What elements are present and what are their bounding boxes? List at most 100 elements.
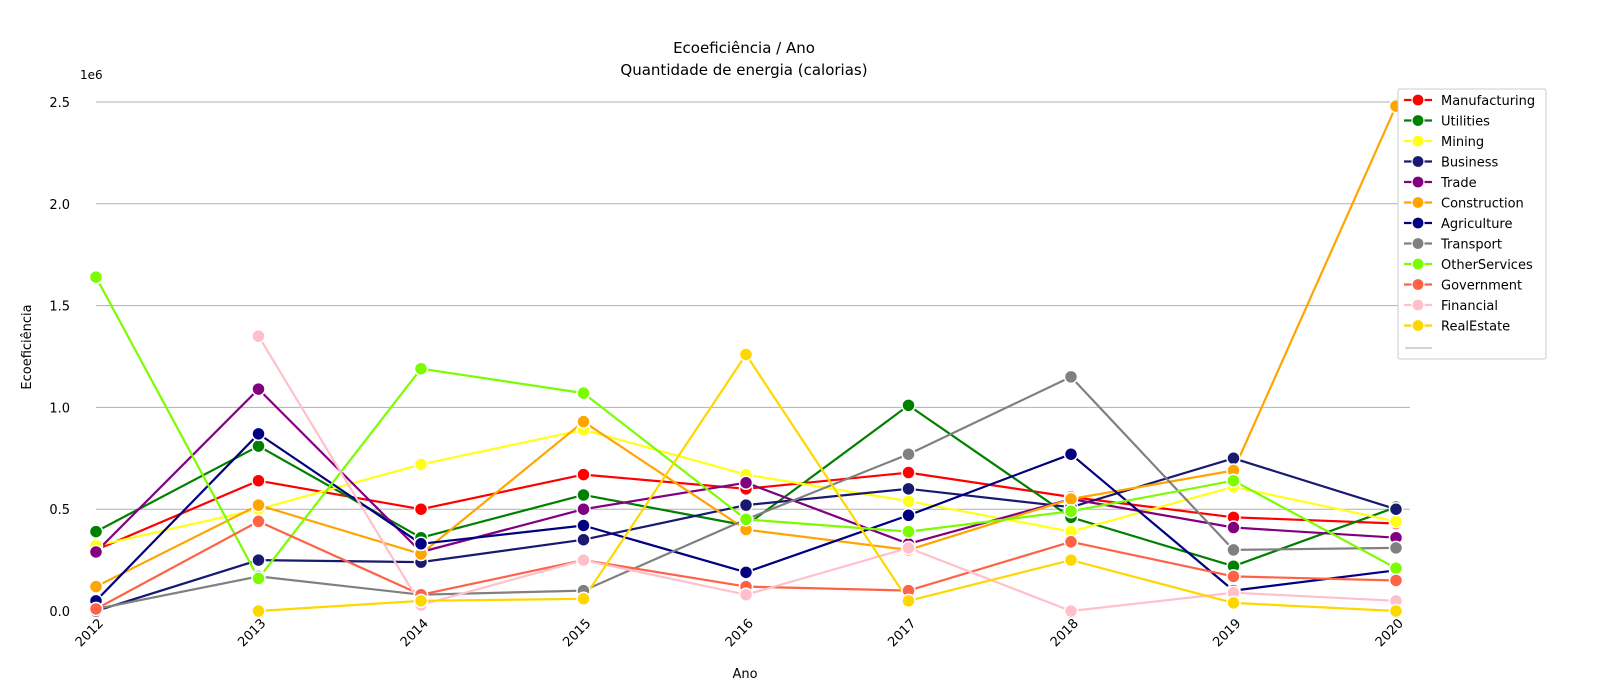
data-point-mining	[1388, 514, 1404, 529]
data-point-trade	[738, 475, 754, 490]
data-point-trade	[88, 544, 104, 560]
legend-swatch-marker	[1411, 154, 1425, 169]
data-point-otherservices	[251, 571, 266, 586]
legend-swatch-marker	[1411, 113, 1425, 128]
legend-swatch-marker	[1411, 257, 1425, 271]
data-point-agriculture	[251, 426, 266, 442]
data-point-manufacturing	[901, 465, 916, 480]
x-axis-ticks: 2012 2013 2014 2015 2016 2017 2018 2019 2020	[73, 616, 1407, 650]
x-tick-label: 2016	[723, 616, 757, 650]
data-point-transport	[1388, 540, 1404, 556]
data-point-realestate	[576, 591, 591, 607]
legend-item-government: Government	[1404, 277, 1522, 294]
legend-label: Manufacturing	[1441, 94, 1535, 109]
data-point-transport	[901, 446, 916, 462]
data-point-construction	[576, 414, 591, 429]
legend-swatch-marker	[1411, 216, 1425, 230]
data-point-mining	[901, 493, 916, 509]
series-line-realestate	[258, 353, 1397, 613]
data-point-government	[1226, 569, 1241, 584]
x-tick-label: 2013	[235, 616, 269, 650]
data-point-trade	[576, 501, 591, 517]
legend-item-agriculture: Agriculture	[1404, 216, 1513, 232]
data-point-realestate	[1226, 595, 1241, 611]
legend-item-construction: Construction	[1404, 195, 1524, 212]
x-tick-label: 2012	[73, 616, 107, 650]
data-point-otherservices	[738, 512, 754, 527]
data-point-business	[738, 497, 754, 513]
data-point-business	[251, 552, 266, 568]
data-point-utilities	[576, 487, 591, 503]
legend-item-transport: Transport	[1404, 236, 1502, 253]
data-point-financial	[251, 328, 266, 344]
data-point-financial	[901, 540, 916, 556]
data-point-business	[901, 481, 916, 497]
legend-label: Trade	[1440, 176, 1477, 191]
data-point-government	[1063, 534, 1079, 550]
y-tick-label: 0.5	[49, 503, 70, 518]
legend-item-mining: Mining	[1404, 134, 1484, 150]
legend-item-trade: Trade	[1404, 175, 1477, 191]
data-point-agriculture	[901, 508, 916, 523]
data-point-financial	[738, 587, 754, 602]
data-point-realestate	[901, 593, 916, 609]
y-tick-label: 2.0	[49, 198, 70, 213]
data-point-otherservices	[88, 269, 104, 285]
data-point-construction	[88, 579, 104, 594]
data-point-business	[1388, 501, 1404, 517]
legend-label: Mining	[1441, 135, 1484, 150]
data-point-trade	[1226, 520, 1241, 535]
data-point-realestate	[413, 593, 429, 609]
data-point-utilities	[88, 524, 104, 539]
data-point-agriculture	[413, 536, 429, 552]
legend-label: OtherServices	[1441, 258, 1533, 273]
legend-swatch-marker	[1411, 195, 1425, 210]
data-point-realestate	[1063, 552, 1079, 568]
data-point-realestate	[1388, 603, 1404, 619]
data-point-transport	[1226, 542, 1241, 558]
legend-swatch-marker	[1411, 277, 1425, 292]
legend-item-manufacturing: Manufacturing	[1404, 93, 1535, 109]
legend-swatch-marker	[1411, 134, 1425, 148]
data-point-financial	[1063, 603, 1079, 619]
data-point-mining	[413, 457, 429, 472]
data-point-utilities	[251, 438, 266, 454]
data-point-manufacturing	[576, 467, 591, 482]
data-point-utilities	[901, 398, 916, 413]
data-point-manufacturing	[413, 501, 429, 517]
data-point-trade	[251, 381, 266, 397]
x-axis-label: Ano	[732, 667, 757, 682]
series-markers	[88, 98, 1404, 619]
x-tick-label: 2019	[1210, 616, 1244, 650]
legend-label: Construction	[1441, 197, 1524, 212]
chart-title: Ecoeficiência / Ano	[673, 39, 815, 57]
legend-label: Utilities	[1441, 115, 1490, 130]
data-point-manufacturing	[251, 473, 266, 488]
data-point-agriculture	[1063, 446, 1079, 462]
legend-swatch-marker	[1411, 298, 1425, 312]
legend-item-business: Business	[1404, 154, 1499, 171]
y-axis-label: Ecoeficiência	[20, 304, 35, 389]
data-point-otherservices	[1063, 503, 1079, 519]
legend-item-otherservices: OtherServices	[1404, 257, 1533, 273]
legend-swatch-marker	[1411, 93, 1425, 107]
legend-item-realestate: RealEstate	[1404, 318, 1510, 335]
legend-label: Transport	[1440, 238, 1502, 253]
data-point-realestate	[251, 603, 266, 619]
legend-swatch-marker	[1411, 175, 1425, 189]
data-point-otherservices	[1388, 560, 1404, 576]
legend-label: Government	[1441, 279, 1522, 294]
data-point-otherservices	[901, 524, 916, 539]
legend-swatch-marker	[1411, 318, 1425, 333]
legend-label: Financial	[1441, 299, 1498, 314]
x-tick-label: 2017	[885, 616, 919, 650]
legend-frame	[1397, 88, 1547, 360]
data-point-government	[251, 514, 266, 529]
legend-label: Agriculture	[1441, 217, 1513, 232]
legend-swatch-marker	[1411, 236, 1425, 251]
x-tick-label: 2020	[1373, 616, 1407, 650]
x-tick-label: 2015	[560, 616, 594, 650]
grid-lines	[96, 101, 1410, 510]
legend-label: Business	[1441, 156, 1499, 171]
chart-subtitle: Quantidade de energia (calorias)	[620, 61, 867, 79]
